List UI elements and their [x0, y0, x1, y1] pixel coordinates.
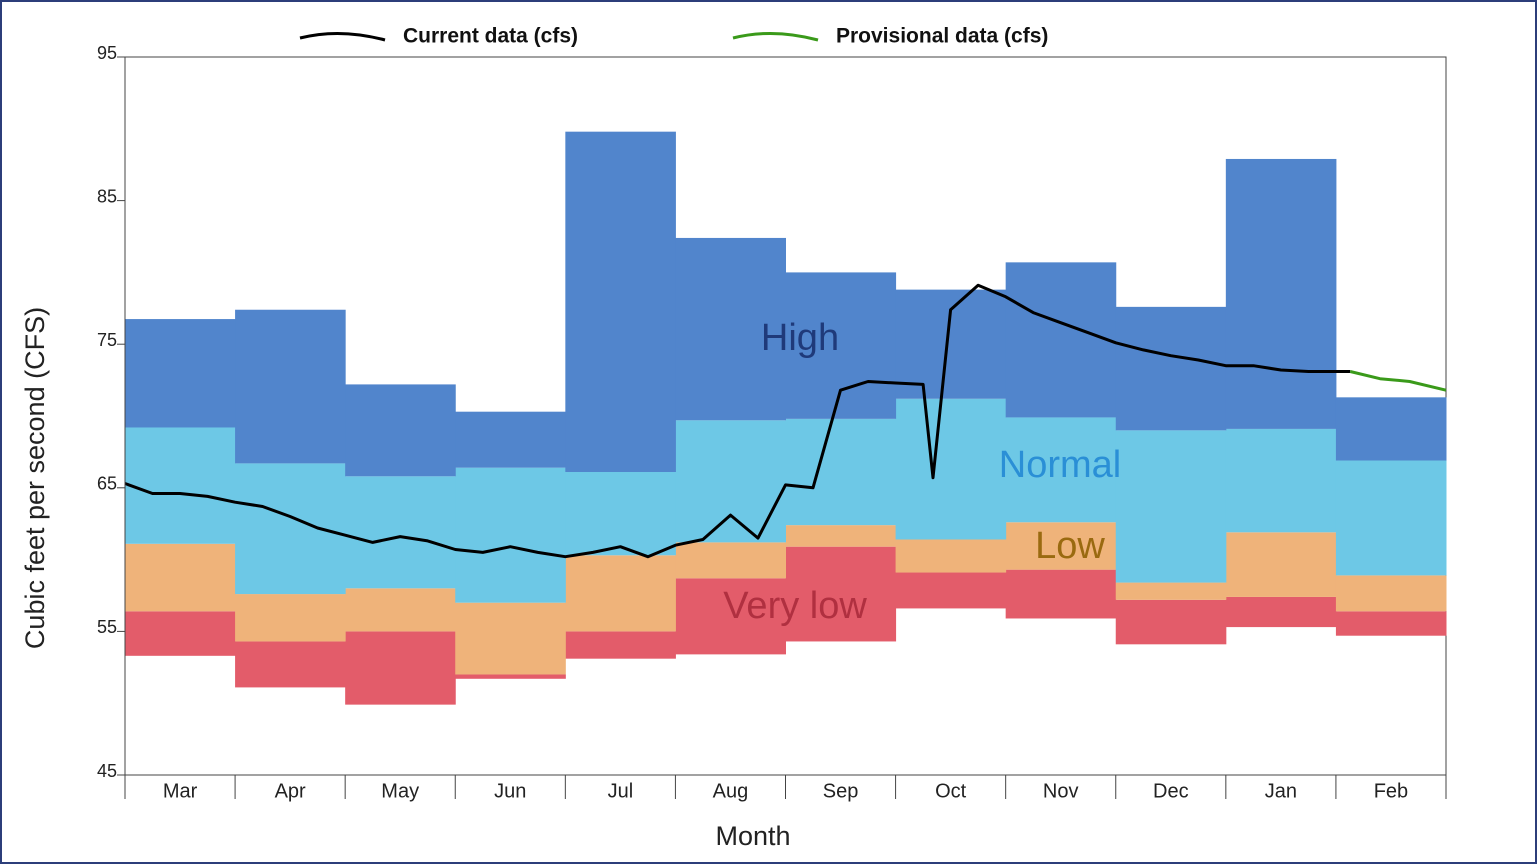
band-segment: [1115, 430, 1227, 583]
band-label: High: [761, 317, 839, 359]
band-segment: [455, 602, 566, 675]
band-segment: [675, 578, 786, 655]
band-segment: [785, 546, 897, 642]
y-tick-label: 95: [97, 43, 117, 63]
x-tick-label: Jul: [608, 780, 634, 802]
data-line: [1349, 370, 1447, 392]
band-segment: [675, 420, 786, 543]
band-segment: [675, 542, 786, 579]
y-tick-label: 85: [97, 186, 117, 206]
band-segment: [125, 427, 236, 544]
x-tick-label: Dec: [1153, 780, 1189, 802]
band-segment: [235, 641, 346, 688]
band-segment: [235, 309, 346, 464]
band-segment: [125, 319, 236, 428]
y-tick-label: 75: [97, 330, 117, 350]
band-segment: [345, 384, 456, 477]
band-segment: [1115, 599, 1227, 645]
x-tick-label: Nov: [1043, 780, 1079, 802]
band-segment: [1005, 262, 1117, 418]
y-tick-label: 45: [97, 761, 117, 781]
legend-label: Current data (cfs): [403, 25, 578, 48]
band-segment: [1115, 582, 1227, 600]
band-segment: [125, 611, 236, 656]
band-segment: [1225, 428, 1337, 533]
band-segment: [125, 543, 236, 612]
band-segment: [345, 476, 456, 589]
band-segment: [785, 418, 897, 526]
band-segment: [345, 631, 456, 705]
band-segment: [1005, 569, 1117, 619]
legend-label: Provisional data (cfs): [836, 25, 1048, 48]
x-axis-label: Month: [715, 821, 790, 851]
band-segment: [565, 555, 676, 632]
band-segment: [785, 525, 897, 547]
y-tick-label: 65: [97, 474, 117, 494]
band-segment: [235, 594, 346, 642]
x-tick-label: Aug: [713, 780, 749, 802]
band-segment: [1005, 417, 1117, 523]
legend-swatch: [732, 32, 819, 42]
band-segment: [1335, 397, 1447, 461]
band-segment: [1005, 522, 1117, 570]
y-axis-label: Cubic feet per second (CFS): [20, 307, 50, 649]
band-segment: [455, 674, 566, 679]
x-tick-label: Sep: [823, 780, 859, 802]
band-segment: [895, 539, 1007, 573]
x-tick-label: May: [381, 780, 419, 802]
band-segment: [1225, 532, 1337, 597]
band-segment: [565, 631, 676, 659]
x-tick-label: Feb: [1374, 780, 1408, 802]
x-tick-label: Apr: [275, 780, 306, 802]
band-label: Normal: [999, 444, 1121, 486]
band-segment: [455, 467, 566, 603]
band-segment: [455, 411, 566, 468]
band-segment: [235, 463, 346, 595]
band-label: Very low: [723, 585, 867, 627]
band-segment: [1335, 575, 1447, 612]
y-tick-label: 55: [97, 617, 117, 637]
legend-swatch: [299, 32, 386, 42]
band-segment: [1335, 460, 1447, 576]
x-tick-label: Jun: [494, 780, 526, 802]
band-segment: [895, 398, 1007, 540]
band-segment: [1225, 158, 1337, 429]
band-label: Low: [1035, 525, 1105, 567]
band-segment: [1335, 611, 1447, 636]
band-segment: [565, 131, 676, 473]
band-segment: [345, 588, 456, 632]
x-tick-label: Oct: [935, 780, 967, 802]
band-segment: [1115, 306, 1227, 431]
band-segment: [895, 572, 1007, 609]
x-tick-label: Mar: [163, 780, 198, 802]
band-segment: [1225, 596, 1337, 628]
data-line: [124, 283, 1351, 559]
band-segment: [675, 237, 786, 421]
band-segment: [565, 472, 676, 556]
x-tick-label: Jan: [1265, 780, 1297, 802]
